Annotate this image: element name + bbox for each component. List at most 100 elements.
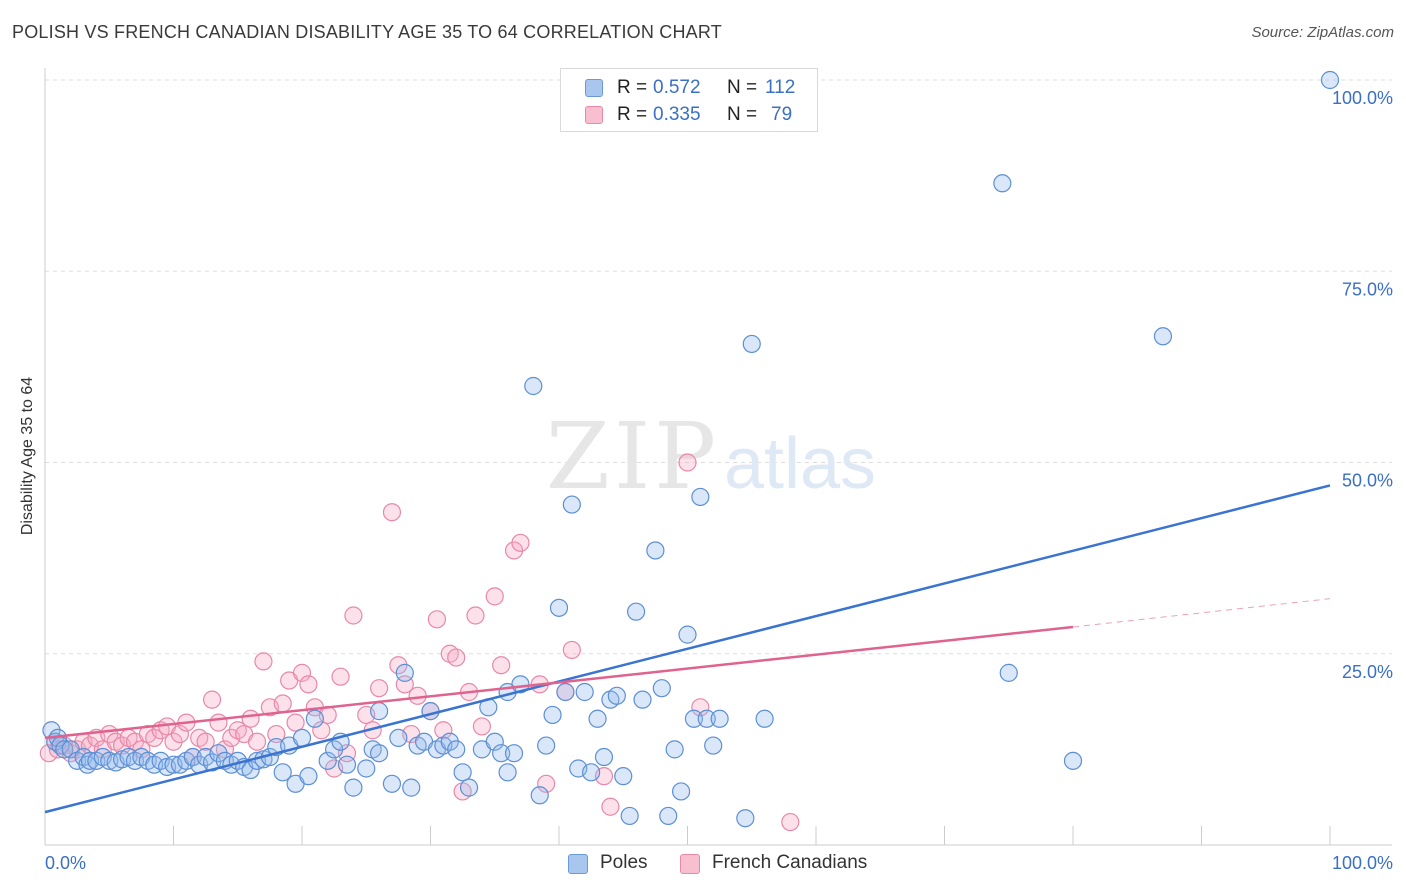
r-value: 0.335 <box>653 104 701 125</box>
poles-point <box>337 755 357 774</box>
french-canadians-point <box>273 694 292 713</box>
poles-point <box>710 709 729 728</box>
poles-point <box>562 495 581 514</box>
stats-row-poles: R = 0.572 N = 112 <box>561 75 817 101</box>
poles-point <box>614 767 633 786</box>
french-canadians-point <box>472 717 491 736</box>
correlation-stats-box: R = 0.572 N = 112 R = 0.335 N = 79 <box>560 68 818 132</box>
x-tick-label: 100.0% <box>1332 853 1393 873</box>
poles-point <box>549 598 569 617</box>
poles-point <box>447 740 466 759</box>
n-label: N = <box>727 77 758 98</box>
y-tick-label: 100.0% <box>1332 88 1393 108</box>
poles-point <box>684 709 704 728</box>
poles-point <box>665 740 684 759</box>
r-value: 0.572 <box>653 77 701 98</box>
poles-point <box>453 763 472 782</box>
french-canadians-point <box>781 812 800 832</box>
poles-point <box>678 625 697 644</box>
chart-title: POLISH VS FRENCH CANADIAN DISABILITY AGE… <box>12 22 722 42</box>
french-canadians-point <box>382 503 402 522</box>
watermark-zip: ZIP <box>546 403 720 510</box>
axis-layer <box>44 68 1392 846</box>
grid-layer <box>45 79 1392 655</box>
poles-point <box>755 709 774 728</box>
poles-swatch <box>585 79 603 97</box>
poles-point <box>1153 327 1173 346</box>
n-value: 79 <box>771 104 793 125</box>
poles-point <box>582 763 601 782</box>
french-canadians-point <box>562 640 581 660</box>
french-canadians-point <box>292 663 312 682</box>
poles-point <box>292 728 312 748</box>
poles-point <box>537 736 556 755</box>
french-canadians-point <box>370 679 389 698</box>
poles-trend-line <box>44 484 1331 814</box>
stats-row-french-canadians: R = 0.335 N = 79 <box>561 102 817 128</box>
french-canadians-point <box>511 533 530 552</box>
x-tick-label: 0.0% <box>45 853 86 873</box>
french-canadians-swatch <box>680 854 700 874</box>
french-canadians-point <box>241 709 260 728</box>
poles-point <box>511 675 530 694</box>
poles-point <box>241 760 260 780</box>
poles-point <box>697 709 716 728</box>
french-canadians-point <box>170 724 190 744</box>
french-canadians-point <box>447 648 466 667</box>
trend-lines <box>44 484 1331 814</box>
poles-point <box>742 334 761 354</box>
french-canadians-point <box>427 610 447 629</box>
legend-label: French Canadians <box>712 852 868 873</box>
french-canadians-trend-extension <box>1072 598 1331 628</box>
source-credit: Source: ZipAtlas.com <box>1251 24 1394 41</box>
poles-point <box>421 702 440 721</box>
poles-point <box>999 663 1018 682</box>
poles-point <box>556 682 575 702</box>
poles-point <box>389 728 408 748</box>
poles-point <box>704 736 723 755</box>
poles-point <box>993 174 1012 193</box>
poles-point <box>594 747 614 767</box>
n-label: N = <box>727 104 758 125</box>
poles-point <box>357 759 376 778</box>
legend-label: Poles <box>600 852 648 873</box>
poles-point <box>691 487 710 507</box>
poles-point <box>370 702 389 721</box>
french-canadians-point <box>286 713 305 732</box>
poles-point <box>1063 751 1083 770</box>
poles-point <box>652 679 671 698</box>
french-canadians-point <box>485 587 504 606</box>
poles-point <box>524 376 543 396</box>
poles-point <box>402 778 421 797</box>
r-label: R = <box>617 77 648 98</box>
legend: Poles French Canadians <box>0 852 1406 878</box>
poles-point <box>273 763 292 782</box>
french-canadians-point <box>344 606 363 625</box>
poles-point <box>633 690 652 709</box>
french-canadians-point <box>691 698 710 717</box>
r-label: R = <box>617 104 648 125</box>
french-canadians-trend-line <box>44 625 1074 740</box>
poles-point <box>671 782 691 801</box>
y-tick-label: 75.0% <box>1342 279 1393 299</box>
french-canadians-point <box>299 675 318 694</box>
poles-point <box>736 809 755 828</box>
poles-point <box>305 709 324 728</box>
poles-point <box>485 732 504 751</box>
poles-point <box>459 778 479 797</box>
poles-point <box>395 663 414 682</box>
french-canadians-point <box>312 721 331 740</box>
poles-point <box>530 786 549 805</box>
french-canadians-point <box>254 652 273 671</box>
french-canadians-point <box>331 667 350 686</box>
y-tick-label: 50.0% <box>1342 471 1393 491</box>
french-canadians-point <box>492 656 511 675</box>
french-canadians-point <box>678 453 697 472</box>
tick-labels: 25.0% 50.0% 75.0% 100.0% 0.0% 100.0% <box>45 88 1393 873</box>
poles-point <box>382 774 402 793</box>
poles-point <box>620 806 639 826</box>
poles-point <box>318 751 337 770</box>
poles-point <box>659 806 678 826</box>
poles-point <box>370 744 389 763</box>
